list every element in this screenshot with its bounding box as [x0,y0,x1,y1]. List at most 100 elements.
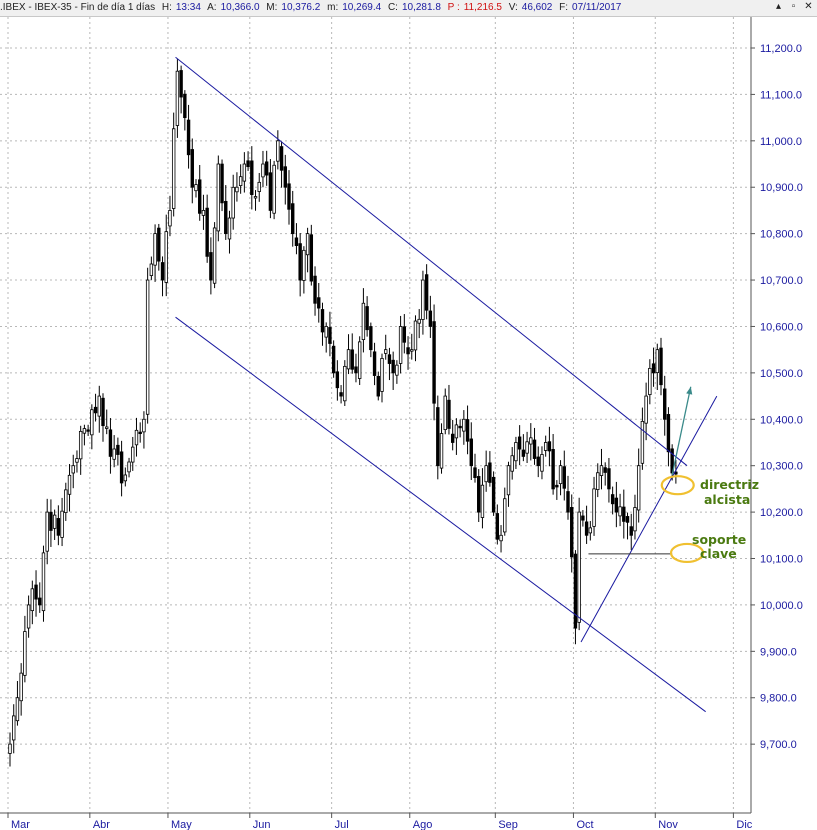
candle-body [160,262,165,281]
candle-body [436,407,440,467]
lower-channel-line [175,316,706,713]
candle-body [276,140,280,162]
candle-body [584,521,589,536]
candle-body [283,166,287,188]
candle-body [264,161,269,176]
candle-body [428,310,433,327]
candle-body [357,341,362,379]
projection-arrow-shaft [671,386,692,476]
candle-body [625,516,630,523]
candle-body [291,203,295,235]
x-month-label: Mar [11,819,30,830]
candle-body [201,210,206,216]
candle-body [227,217,232,240]
low-label: m: [327,2,339,13]
candle-body [510,455,514,472]
candle-body [484,465,488,483]
candle-body [480,484,485,518]
candle-body [380,358,384,392]
candle-body [153,233,157,266]
annot-directriz-line1: directriz [700,477,759,492]
candle-body [506,465,511,496]
candle-body [369,326,373,351]
candle-body [432,321,436,404]
candle-body [410,349,414,352]
candle-body [447,399,451,429]
y-tick-label: 10,400.0 [760,414,803,426]
y-tick-label: 10,300.0 [760,461,803,473]
soporte-circle [669,542,705,564]
candle-body [339,392,343,397]
y-tick-label: 11,000.0 [760,136,802,148]
restore-button[interactable]: ▫ [791,1,796,12]
volume-value: 46,602 [521,2,553,13]
candle-body [417,318,421,324]
candle-body [439,433,444,469]
chart-header-bar: .IBEX - IBEX-35 - Fin de día 1 días H: 13… [0,0,817,17]
candle-body [450,433,455,443]
candle-body [19,672,23,702]
candle-body [488,462,492,483]
window-buttons: ▴ ▫ ✕ [772,1,815,14]
candle-body [413,320,418,351]
candle-body [477,476,481,513]
instrument-label: .IBEX - IBEX-35 - Fin de día 1 días [0,2,156,13]
y-tick-label: 10,600.0 [760,321,803,333]
candle-body [570,507,574,558]
candle-body [123,474,128,482]
candle-body [15,697,20,722]
candle-body [376,375,380,397]
candle-body [521,449,526,457]
candle-body [547,441,552,452]
candle-body [183,93,187,119]
candle-body [536,456,540,467]
grid-layer [0,17,751,813]
candle-body [90,409,94,436]
candle-body [175,70,180,126]
candle-body [503,498,507,533]
candle-body [67,474,72,495]
candle-body [294,237,299,246]
candle-body [543,442,548,451]
x-month-label: May [171,819,192,830]
candle-body [328,327,332,344]
candle-body [313,275,317,304]
directriz-circle [660,475,695,496]
candle-body [640,420,645,464]
candle-body [145,279,150,415]
candle-body [93,406,98,414]
candle-body [235,186,239,193]
candle-body [387,354,392,364]
candle-body [242,163,247,182]
candle-body [142,418,146,433]
candle-body [462,418,466,432]
candle-body [30,588,35,612]
candle-body [607,468,611,490]
candle-body [372,351,377,376]
y-tick-label: 10,000.0 [760,600,803,612]
candle-body [517,436,522,450]
y-tick-label: 10,200.0 [760,507,803,519]
axes-layer: 9,700.0 9,800.0 9,900.0 10,000.0 10,100.0 10,… [0,17,803,830]
candle-body [71,465,75,474]
candle-body [246,160,250,168]
candle-body [581,515,585,521]
candle-body [45,511,49,552]
candle-body [384,349,388,354]
candle-body [458,425,462,429]
candle-body [491,476,496,513]
close-button[interactable]: ✕ [804,1,813,12]
minimize-button[interactable]: ▴ [775,1,782,12]
p-label: P : [447,2,460,13]
candle-body [212,227,217,284]
candle-body [134,429,139,446]
candle-body [424,274,429,311]
candle-body [443,395,447,430]
y-tick-label: 11,200.0 [760,43,802,55]
candle-body [499,534,503,542]
candle-body [8,743,12,754]
candle-body [331,345,336,374]
candle-body [633,507,637,532]
candle-body [38,597,42,606]
candle-body [529,437,533,445]
